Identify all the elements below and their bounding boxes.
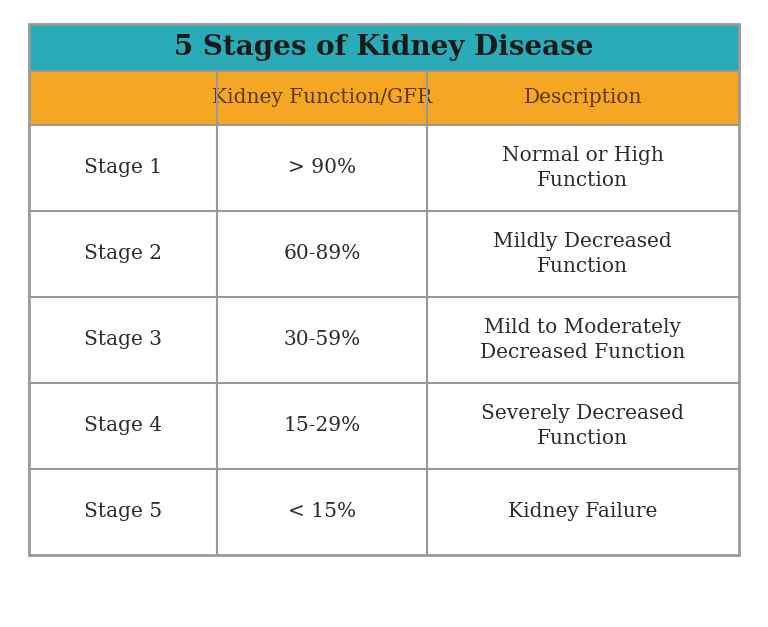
Text: Severely Decreased
Function: Severely Decreased Function	[482, 404, 684, 448]
Bar	[29, 297, 739, 382]
Text: Stage 5: Stage 5	[84, 502, 162, 521]
Text: Stage 2: Stage 2	[84, 244, 162, 263]
Text: Mild to Moderately
Decreased Function: Mild to Moderately Decreased Function	[480, 318, 685, 362]
Text: Stage 4: Stage 4	[84, 416, 162, 435]
Text: Stage 3: Stage 3	[84, 330, 162, 349]
Text: 60-89%: 60-89%	[283, 244, 361, 263]
Bar	[29, 211, 739, 297]
Text: 30-59%: 30-59%	[283, 330, 360, 349]
Bar	[29, 469, 739, 555]
Bar	[29, 24, 739, 555]
Text: Description: Description	[524, 88, 642, 107]
Text: 15-29%: 15-29%	[283, 416, 360, 435]
Text: > 90%: > 90%	[288, 158, 356, 177]
Bar	[29, 382, 739, 469]
Text: Mildly Decreased
Function: Mildly Decreased Function	[493, 232, 672, 276]
Text: < 15%: < 15%	[288, 502, 356, 521]
Text: Normal or High
Function: Normal or High Function	[502, 145, 664, 189]
Text: 5 Stages of Kidney Disease: 5 Stages of Kidney Disease	[174, 34, 594, 61]
Bar	[29, 24, 739, 71]
Bar	[29, 125, 739, 211]
Text: Kidney Function/GFR: Kidney Function/GFR	[212, 88, 432, 107]
Text: Kidney Failure: Kidney Failure	[508, 502, 657, 521]
Text: Stage 1: Stage 1	[84, 158, 162, 177]
Bar	[29, 71, 739, 125]
